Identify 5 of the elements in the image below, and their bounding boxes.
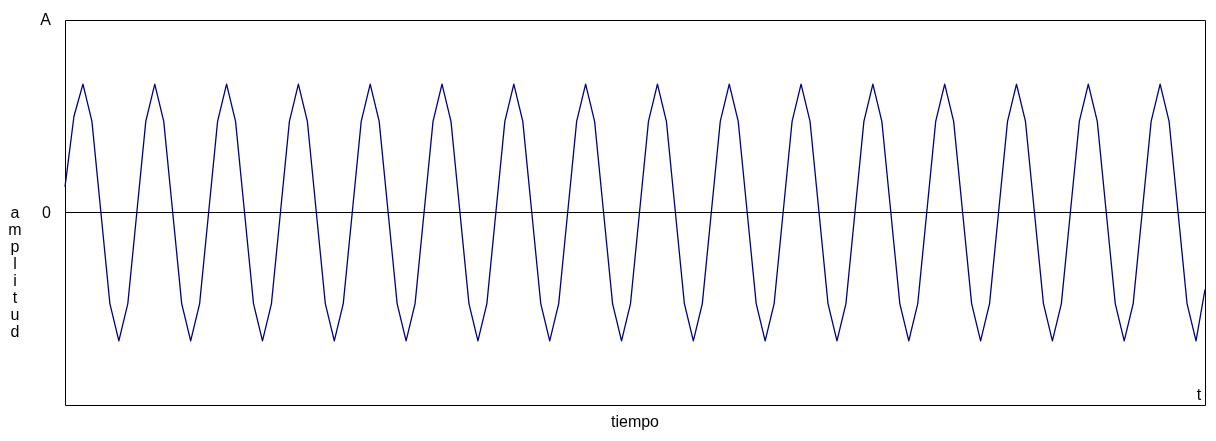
x-axis-title: tiempo bbox=[610, 413, 660, 430]
y-axis-title: amplitud bbox=[8, 203, 22, 340]
text: A bbox=[40, 11, 52, 28]
text: t bbox=[1196, 386, 1202, 403]
text: 0 bbox=[42, 203, 52, 221]
